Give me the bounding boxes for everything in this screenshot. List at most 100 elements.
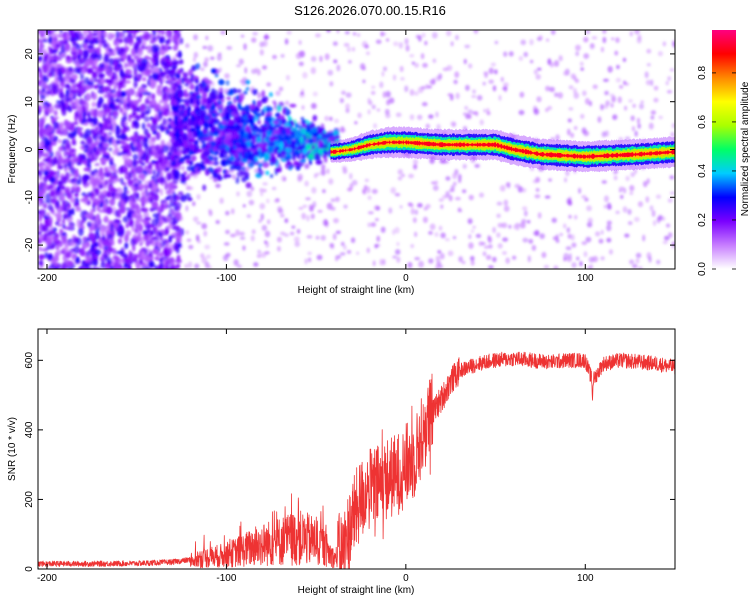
spectrogram-cell	[70, 82, 75, 91]
spectrogram-cell	[44, 251, 49, 259]
spectrogram-cell	[260, 191, 264, 197]
spectrogram-cell	[248, 199, 255, 206]
spectrogram-cell	[164, 43, 169, 52]
spectrogram-cell	[194, 78, 199, 84]
spectrogram-cell	[98, 31, 102, 41]
spectrogram-cell	[195, 95, 203, 99]
spectrogram-cell	[345, 92, 352, 98]
spectrogram-cell	[261, 90, 266, 98]
spectrogram-cell	[42, 232, 48, 240]
spectrogram-y-tick-label: 0	[24, 146, 35, 152]
spectrogram-cell	[475, 233, 482, 238]
spectrogram-cell	[125, 63, 132, 68]
spectrogram-cell	[76, 218, 81, 228]
spectrogram-cell	[180, 174, 186, 183]
spectrogram-cell	[123, 62, 128, 69]
spectrogram-cell	[551, 217, 557, 223]
spectrogram-cell	[404, 85, 409, 93]
spectrogram-cell	[241, 176, 247, 183]
spectrogram-cell	[324, 115, 330, 122]
spectrogram-cell	[38, 70, 43, 79]
spectrogram-cell	[68, 30, 69, 31]
spectrogram-cell	[68, 66, 73, 72]
spectrogram-cell	[84, 213, 90, 218]
spectrogram-cell	[312, 114, 318, 121]
spectrogram-cell	[121, 116, 128, 122]
spectrogram-cell	[534, 194, 541, 199]
spectrogram-cell	[335, 196, 340, 203]
spectrogram-cell	[91, 92, 98, 101]
spectrogram-cell	[85, 255, 92, 261]
spectrogram-cell	[608, 249, 613, 255]
spectrogram-cell	[173, 173, 179, 180]
spectrogram-cell	[602, 78, 609, 83]
spectrogram-cell	[125, 127, 130, 132]
spectrogram-cell	[170, 208, 174, 216]
spectrogram-cell	[634, 30, 640, 35]
spectrogram-cell	[249, 118, 255, 126]
spectrogram-cell	[610, 103, 614, 108]
spectrogram-cell	[359, 63, 366, 70]
spectrogram-cell	[425, 123, 430, 129]
spectrogram-cell	[56, 169, 60, 179]
spectrogram-cell	[110, 23, 117, 30]
spectrogram-cell	[385, 90, 391, 98]
spectrogram-cell	[148, 139, 156, 146]
spectrogram-cell	[533, 108, 540, 115]
spectrogram-cell	[351, 179, 358, 186]
spectrogram-cell	[83, 42, 88, 50]
spectrogram-cell	[156, 124, 161, 130]
spectrogram-cell	[41, 39, 49, 43]
spectrogram-cell	[310, 67, 317, 75]
spectrogram-cell	[238, 93, 245, 101]
spectrogram-cell	[508, 51, 514, 57]
spectrogram-cell	[100, 136, 106, 142]
spectrogram-cell	[194, 116, 200, 121]
spectrogram-cell	[476, 95, 483, 101]
spectrogram-cell	[315, 235, 320, 240]
spectrogram-cell	[274, 146, 281, 151]
spectrogram-cell	[486, 111, 491, 116]
spectrogram-cell	[434, 180, 439, 185]
spectrogram-cell	[585, 236, 592, 243]
spectrogram-cell	[568, 214, 572, 219]
spectrogram-cell	[462, 112, 468, 116]
spectrogram-cell	[77, 98, 85, 106]
spectrogram-cell	[54, 43, 61, 48]
spectrogram-cell	[352, 32, 357, 36]
spectrogram-cell	[141, 77, 147, 82]
spectrogram-cell	[102, 39, 108, 49]
spectrogram-cell	[84, 263, 90, 267]
spectrogram-cell	[94, 162, 100, 167]
spectrogram-cell	[100, 227, 106, 237]
spectrogram-cell	[177, 83, 182, 91]
spectrogram-cell	[164, 156, 169, 162]
spectrogram-cell	[83, 77, 90, 85]
spectrogram-cell	[162, 62, 170, 71]
spectrogram-cell	[376, 108, 381, 112]
spectrogram-cell	[552, 236, 559, 241]
spectrogram-cell	[266, 82, 272, 87]
spectrogram-cell	[452, 172, 458, 180]
spectrogram-cell	[563, 223, 567, 229]
spectrogram-cell	[85, 270, 90, 274]
spectrogram-cell	[672, 41, 675, 48]
spectrogram-cell	[99, 180, 106, 185]
spectrogram-cell	[141, 262, 148, 268]
spectrogram-cell	[172, 265, 180, 269]
spectrogram-cell	[118, 270, 123, 274]
spectrogram-cell	[149, 64, 156, 69]
spectrogram-cell	[108, 92, 113, 97]
spectrogram-cell	[262, 188, 267, 193]
spectrogram-cell	[91, 101, 97, 108]
spectrogram-cell	[138, 47, 142, 53]
spectrogram-cell	[637, 34, 642, 41]
spectrogram-cell	[619, 194, 624, 199]
spectrogram-cell	[176, 123, 184, 130]
spectrogram-cell	[519, 222, 526, 229]
spectrogram-cell	[312, 201, 317, 208]
spectrogram-cell	[144, 216, 152, 222]
spectrogram-cell	[130, 51, 136, 58]
spectrogram-cell	[122, 100, 127, 109]
spectrogram-cell	[130, 238, 136, 247]
